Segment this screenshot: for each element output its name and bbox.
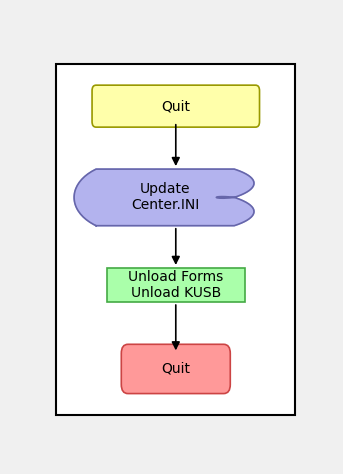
FancyBboxPatch shape (56, 64, 295, 415)
FancyBboxPatch shape (121, 344, 230, 393)
Text: Quit: Quit (161, 362, 190, 376)
Text: Quit: Quit (161, 99, 190, 113)
Text: Unload Forms
Unload KUSB: Unload Forms Unload KUSB (128, 270, 223, 300)
Polygon shape (74, 169, 254, 226)
Text: Update
Center.INI: Update Center.INI (131, 182, 199, 212)
FancyBboxPatch shape (92, 85, 260, 127)
FancyBboxPatch shape (107, 268, 245, 302)
